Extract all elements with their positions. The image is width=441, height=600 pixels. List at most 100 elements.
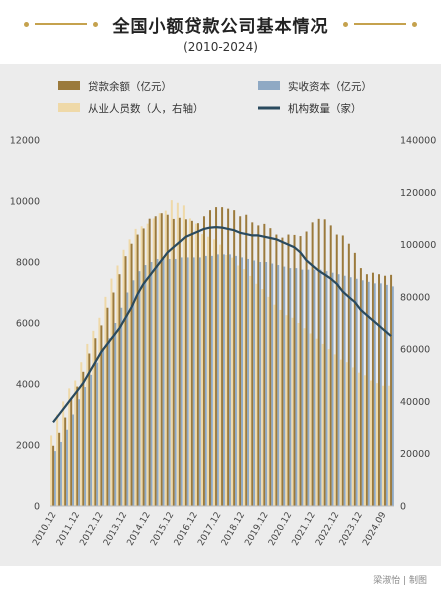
- bar-staff: [128, 239, 131, 507]
- bar-loan: [94, 338, 97, 506]
- legend-label-loan: 贷款余额（亿元）: [88, 80, 172, 93]
- bar-capital: [198, 257, 201, 506]
- bar-staff: [158, 213, 161, 506]
- bar-capital: [349, 277, 352, 506]
- chart: 贷款余额（亿元） 实收资本（亿元） 从业人员数（人，右轴） 机构数量（家） 0 2000 4…: [10, 80, 437, 548]
- bar-capital: [90, 374, 93, 506]
- bar-loan: [227, 208, 230, 506]
- bar-loan: [148, 218, 151, 506]
- bar-staff: [80, 362, 83, 506]
- bar-staff: [291, 317, 294, 506]
- bar-staff: [249, 275, 252, 506]
- right-axis-tick-label: 20000: [400, 449, 430, 460]
- bar-staff: [327, 349, 330, 506]
- bar-capital: [385, 284, 388, 506]
- left-axis-tick-label: 2000: [16, 441, 40, 452]
- bar-capital: [210, 255, 213, 506]
- bar-loan: [221, 207, 224, 506]
- bar-loan: [305, 231, 308, 506]
- bar-staff: [146, 223, 149, 506]
- bar-staff: [164, 210, 167, 507]
- right-axis-tick-label: 40000: [400, 397, 430, 408]
- bar-capital: [301, 269, 304, 506]
- legend-swatch-staff: [58, 103, 80, 112]
- bar-capital: [367, 281, 370, 506]
- line-institutions: [52, 226, 392, 423]
- bar-staff: [56, 414, 59, 506]
- legend-item-loan: 贷款余额（亿元）: [58, 80, 172, 93]
- bar-capital: [295, 268, 298, 506]
- page-subtitle: (2010-2024): [183, 40, 258, 54]
- bar-staff: [237, 265, 240, 506]
- bar-capital: [186, 257, 189, 506]
- bar-capital: [144, 265, 147, 506]
- bar-loan: [82, 371, 85, 506]
- bar-loan: [257, 225, 260, 506]
- bar-capital: [72, 414, 74, 506]
- left-axis-tick-label: 4000: [16, 380, 40, 391]
- bar-capital: [132, 280, 135, 506]
- legend-label-staff: 从业人员数（人，右轴）: [88, 102, 204, 115]
- left-axis-tick-label: 12000: [10, 136, 40, 147]
- bar-staff: [279, 309, 282, 506]
- bar-staff: [333, 354, 336, 506]
- bar-loan: [251, 222, 254, 506]
- bar-loan: [239, 216, 242, 506]
- legend-label-capital: 实收资本（亿元）: [288, 80, 372, 93]
- bar-loan: [136, 234, 139, 507]
- bar-loan: [347, 243, 350, 506]
- bar-staff: [369, 380, 372, 506]
- bar-staff: [255, 283, 258, 506]
- bar-capital: [114, 323, 117, 506]
- bar-capital: [307, 269, 310, 506]
- bar-capital: [343, 275, 346, 506]
- bar-staff: [231, 257, 234, 506]
- bar-loan: [58, 432, 61, 506]
- bar-loan: [124, 256, 127, 506]
- bar-capital: [216, 254, 219, 506]
- bar-capital: [138, 271, 141, 506]
- bar-staff: [110, 278, 113, 506]
- bar-capital: [253, 260, 256, 506]
- bar-loan: [263, 223, 266, 506]
- bar-capital: [265, 262, 268, 506]
- bar-staff: [376, 383, 379, 506]
- bar-capital: [283, 266, 286, 506]
- bar-staff: [273, 304, 276, 506]
- bar-capital: [102, 350, 105, 506]
- bar-capital: [180, 257, 183, 506]
- bar-capital: [337, 274, 340, 506]
- bar-capital: [108, 338, 111, 506]
- bar-staff: [116, 265, 119, 506]
- bar-staff: [182, 205, 185, 506]
- bar-capital: [361, 280, 364, 506]
- bar-loan: [359, 268, 362, 506]
- bar-loan: [76, 386, 79, 506]
- bar-loan: [275, 234, 278, 507]
- bar-loan: [390, 274, 393, 506]
- bar-loan: [190, 220, 193, 506]
- left-axis-tick-label: 0: [34, 502, 40, 513]
- bar-capital: [259, 262, 262, 506]
- left-axis-tick-label: 6000: [16, 319, 40, 330]
- bar-loan: [64, 417, 67, 506]
- bar-capital: [289, 268, 292, 506]
- bar-staff: [321, 343, 324, 506]
- bar-loan: [88, 353, 91, 506]
- bar-capital: [319, 269, 322, 506]
- bar-capital: [247, 258, 249, 506]
- bar-loan: [384, 275, 387, 506]
- bar-loan: [196, 223, 199, 506]
- bar-capital: [96, 362, 99, 506]
- bar-capital: [355, 278, 358, 506]
- bar-capital: [229, 254, 231, 506]
- bar-staff: [140, 226, 143, 506]
- bar-staff: [261, 289, 264, 506]
- bar-capital: [192, 257, 195, 506]
- bar-loan: [281, 237, 284, 506]
- right-axis-tick-label: 120000: [400, 188, 436, 199]
- bar-loan: [317, 218, 320, 506]
- bar-capital: [331, 272, 334, 506]
- bar-staff: [188, 218, 191, 506]
